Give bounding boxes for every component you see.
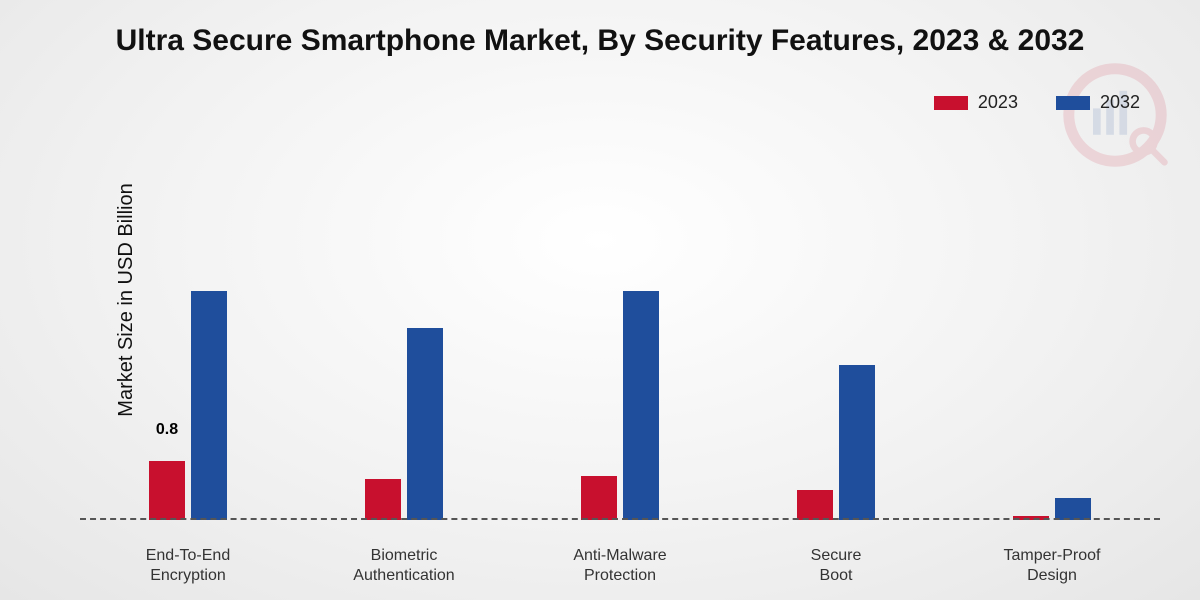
x-axis-category-label: Anti-Malware Protection: [523, 546, 717, 586]
bar-2023: [797, 490, 833, 520]
bar-value-label: 0.8: [156, 421, 178, 439]
bar-2023: [365, 479, 401, 520]
bar-2023: [149, 461, 185, 520]
legend-item-2023: 2023: [934, 92, 1018, 113]
x-axis-category-label: Secure Boot: [739, 546, 933, 586]
x-axis-labels: End-To-End Encryption Biometric Authentic…: [80, 546, 1160, 586]
legend-label-2023: 2023: [978, 92, 1018, 113]
legend-label-2032: 2032: [1100, 92, 1140, 113]
bar-2032: [839, 365, 875, 520]
bar-group: 0.8: [91, 150, 285, 520]
bar-group: [307, 150, 501, 520]
bar-group: [739, 150, 933, 520]
x-axis-category-label: Biometric Authentication: [307, 546, 501, 586]
chart-title: Ultra Secure Smartphone Market, By Secur…: [0, 24, 1200, 58]
bar-group: [955, 150, 1149, 520]
bar-group: [523, 150, 717, 520]
legend-swatch-2032: [1056, 96, 1090, 110]
bar-2032: [191, 291, 227, 520]
x-axis-category-label: Tamper-Proof Design: [955, 546, 1149, 586]
x-axis-baseline: [80, 518, 1160, 520]
x-axis-category-label: End-To-End Encryption: [91, 546, 285, 586]
plot-area: 0.8: [80, 150, 1160, 520]
bar-2032: [623, 291, 659, 520]
bar-2032: [1055, 498, 1091, 520]
bar-2032: [407, 328, 443, 520]
legend: 2023 2032: [934, 92, 1140, 113]
legend-swatch-2023: [934, 96, 968, 110]
bar-2023: [581, 476, 617, 520]
legend-item-2032: 2032: [1056, 92, 1140, 113]
bar-groups: 0.8: [80, 150, 1160, 520]
